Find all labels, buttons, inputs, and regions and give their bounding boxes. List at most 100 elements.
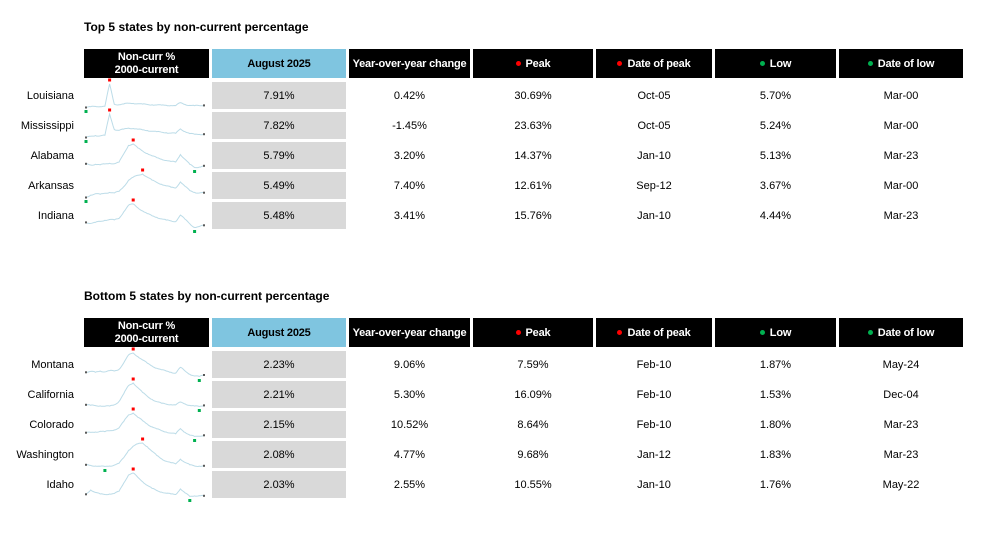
cell-peak-value: 9.68% <box>517 448 549 461</box>
col-header-date-of-peak-label: Date of peak <box>627 57 691 70</box>
cell-peak-value: 8.64% <box>517 418 549 431</box>
noncurr-line2: 2000-current <box>114 332 179 345</box>
col-header-date-of-low-label: Date of low <box>877 57 935 70</box>
date-of-low-dot-icon <box>867 330 873 335</box>
cell-low-date: Mar-23 <box>883 448 919 461</box>
col-header-low-label: Low <box>769 326 792 339</box>
col-header-date-of-peak-label: Date of peak <box>627 326 691 339</box>
corner-spacer <box>1 318 81 347</box>
col-header-august-label: August 2025 <box>247 326 311 339</box>
cell-peak-date: Jan-10 <box>637 478 671 491</box>
sparkline-chart <box>84 138 209 173</box>
cell-peak-date: Oct-05 <box>637 89 671 102</box>
cell-low-date: Mar-00 <box>883 179 919 192</box>
col-header-peak-label: Peak <box>525 57 551 70</box>
state-label: Alabama <box>30 149 74 162</box>
cell-low-date: Mar-23 <box>883 418 919 431</box>
cell-low-date: Mar-00 <box>883 119 919 132</box>
col-header-date-of-peak: Date of peak <box>596 49 712 78</box>
col-header-noncurr-label: Non-curr % 2000-current <box>115 320 179 346</box>
report: Top 5 states by non-current percentage N… <box>0 20 994 502</box>
cell-peak-value: 7.59% <box>517 358 549 371</box>
state-label: Idaho <box>46 478 74 491</box>
header-row: Non-curr % 2000-current August 2025 Year… <box>1 318 994 347</box>
sparkline-chart <box>84 377 209 412</box>
cell-yoy-value: 4.77% <box>393 448 426 461</box>
cell-august-value: 5.79% <box>212 142 346 169</box>
cell-yoy-value: 5.30% <box>393 388 426 401</box>
table-row: Colorado 2.15% 10.52% 8.64% Feb-10 1.80%… <box>1 407 994 442</box>
table-row: Louisiana 7.91% 0.42% 30.69% Oct-05 5.70… <box>1 78 994 113</box>
cell-peak-date: Jan-12 <box>637 448 671 461</box>
col-header-yoy-label: Year-over-year change <box>352 57 467 70</box>
cell-peak-date: Oct-05 <box>637 119 671 132</box>
cell-yoy-value: 2.55% <box>393 478 426 491</box>
date-of-peak-dot-icon <box>617 330 623 335</box>
table-title: Bottom 5 states by non-current percentag… <box>84 289 330 303</box>
cell-low-date: May-24 <box>882 358 920 371</box>
noncurr-line1: Non-curr % <box>117 319 176 332</box>
col-header-august: August 2025 <box>212 49 346 78</box>
table-title: Top 5 states by non-current percentage <box>84 20 309 34</box>
sparkline-chart <box>84 198 209 233</box>
table-row: Arkansas 5.49% 7.40% 12.61% Sep-12 3.67%… <box>1 168 994 203</box>
table-section: Bottom 5 states by non-current percentag… <box>0 289 994 502</box>
cell-low-value: 5.13% <box>759 149 792 162</box>
cell-yoy-value: 7.40% <box>393 179 426 192</box>
cell-august-value: 2.08% <box>212 441 346 468</box>
cell-low-value: 1.76% <box>759 478 792 491</box>
cell-august-value: 2.03% <box>212 471 346 498</box>
cell-august-value: 5.48% <box>212 202 346 229</box>
table-row: Mississippi 7.82% -1.45% 23.63% Oct-05 5… <box>1 108 994 143</box>
cell-peak-date: Feb-10 <box>636 358 672 371</box>
cell-yoy-value: 9.06% <box>393 358 426 371</box>
state-label: Washington <box>16 448 74 461</box>
col-header-low-label: Low <box>769 57 792 70</box>
col-header-date-of-low-label: Date of low <box>877 326 935 339</box>
peak-dot-icon <box>515 330 521 335</box>
cell-low-value: 1.53% <box>759 388 792 401</box>
cell-august-value: 2.21% <box>212 381 346 408</box>
date-of-peak-dot-icon <box>617 61 623 66</box>
cell-low-date: Mar-23 <box>883 149 919 162</box>
cell-low-value: 1.83% <box>759 448 792 461</box>
rows-container: Montana 2.23% 9.06% 7.59% Feb-10 1.87% M… <box>0 347 994 502</box>
sparkline-chart <box>84 78 209 113</box>
cell-peak-date: Feb-10 <box>636 388 672 401</box>
cell-peak-value: 16.09% <box>514 388 552 401</box>
col-header-date-of-peak: Date of peak <box>596 318 712 347</box>
cell-low-value: 5.24% <box>759 119 792 132</box>
col-header-peak-label: Peak <box>525 326 551 339</box>
col-header-peak: Peak <box>473 49 593 78</box>
cell-yoy-value: 0.42% <box>393 89 426 102</box>
col-header-noncurr: Non-curr % 2000-current <box>84 49 209 78</box>
state-label: California <box>27 388 74 401</box>
cell-peak-value: 10.55% <box>514 478 552 491</box>
state-label: Arkansas <box>28 179 74 192</box>
header-slot: Non-curr % 2000-current August 2025 Year… <box>0 318 994 347</box>
col-header-yoy: Year-over-year change <box>349 318 470 347</box>
sparkline-chart <box>84 437 209 472</box>
table-row: Alabama 5.79% 3.20% 14.37% Jan-10 5.13% … <box>1 138 994 173</box>
cell-yoy-value: 10.52% <box>390 418 429 431</box>
sparkline-chart <box>84 168 209 203</box>
cell-peak-value: 12.61% <box>514 179 552 192</box>
cell-low-date: May-22 <box>882 478 920 491</box>
low-dot-icon <box>759 61 765 66</box>
col-header-peak: Peak <box>473 318 593 347</box>
cell-peak-date: Jan-10 <box>637 149 671 162</box>
cell-low-value: 1.80% <box>759 418 792 431</box>
peak-dot-icon <box>515 61 521 66</box>
cell-low-date: Dec-04 <box>883 388 919 401</box>
col-header-august-label: August 2025 <box>247 57 311 70</box>
state-label: Louisiana <box>26 89 74 102</box>
noncurr-line2: 2000-current <box>114 63 179 76</box>
col-header-low: Low <box>715 318 836 347</box>
cell-low-value: 4.44% <box>759 209 792 222</box>
cell-august-value: 2.23% <box>212 351 346 378</box>
cell-low-date: Mar-00 <box>883 89 919 102</box>
cell-peak-value: 23.63% <box>514 119 552 132</box>
state-label: Mississippi <box>20 119 74 132</box>
col-header-yoy: Year-over-year change <box>349 49 470 78</box>
rows-container: Louisiana 7.91% 0.42% 30.69% Oct-05 5.70… <box>0 78 994 233</box>
